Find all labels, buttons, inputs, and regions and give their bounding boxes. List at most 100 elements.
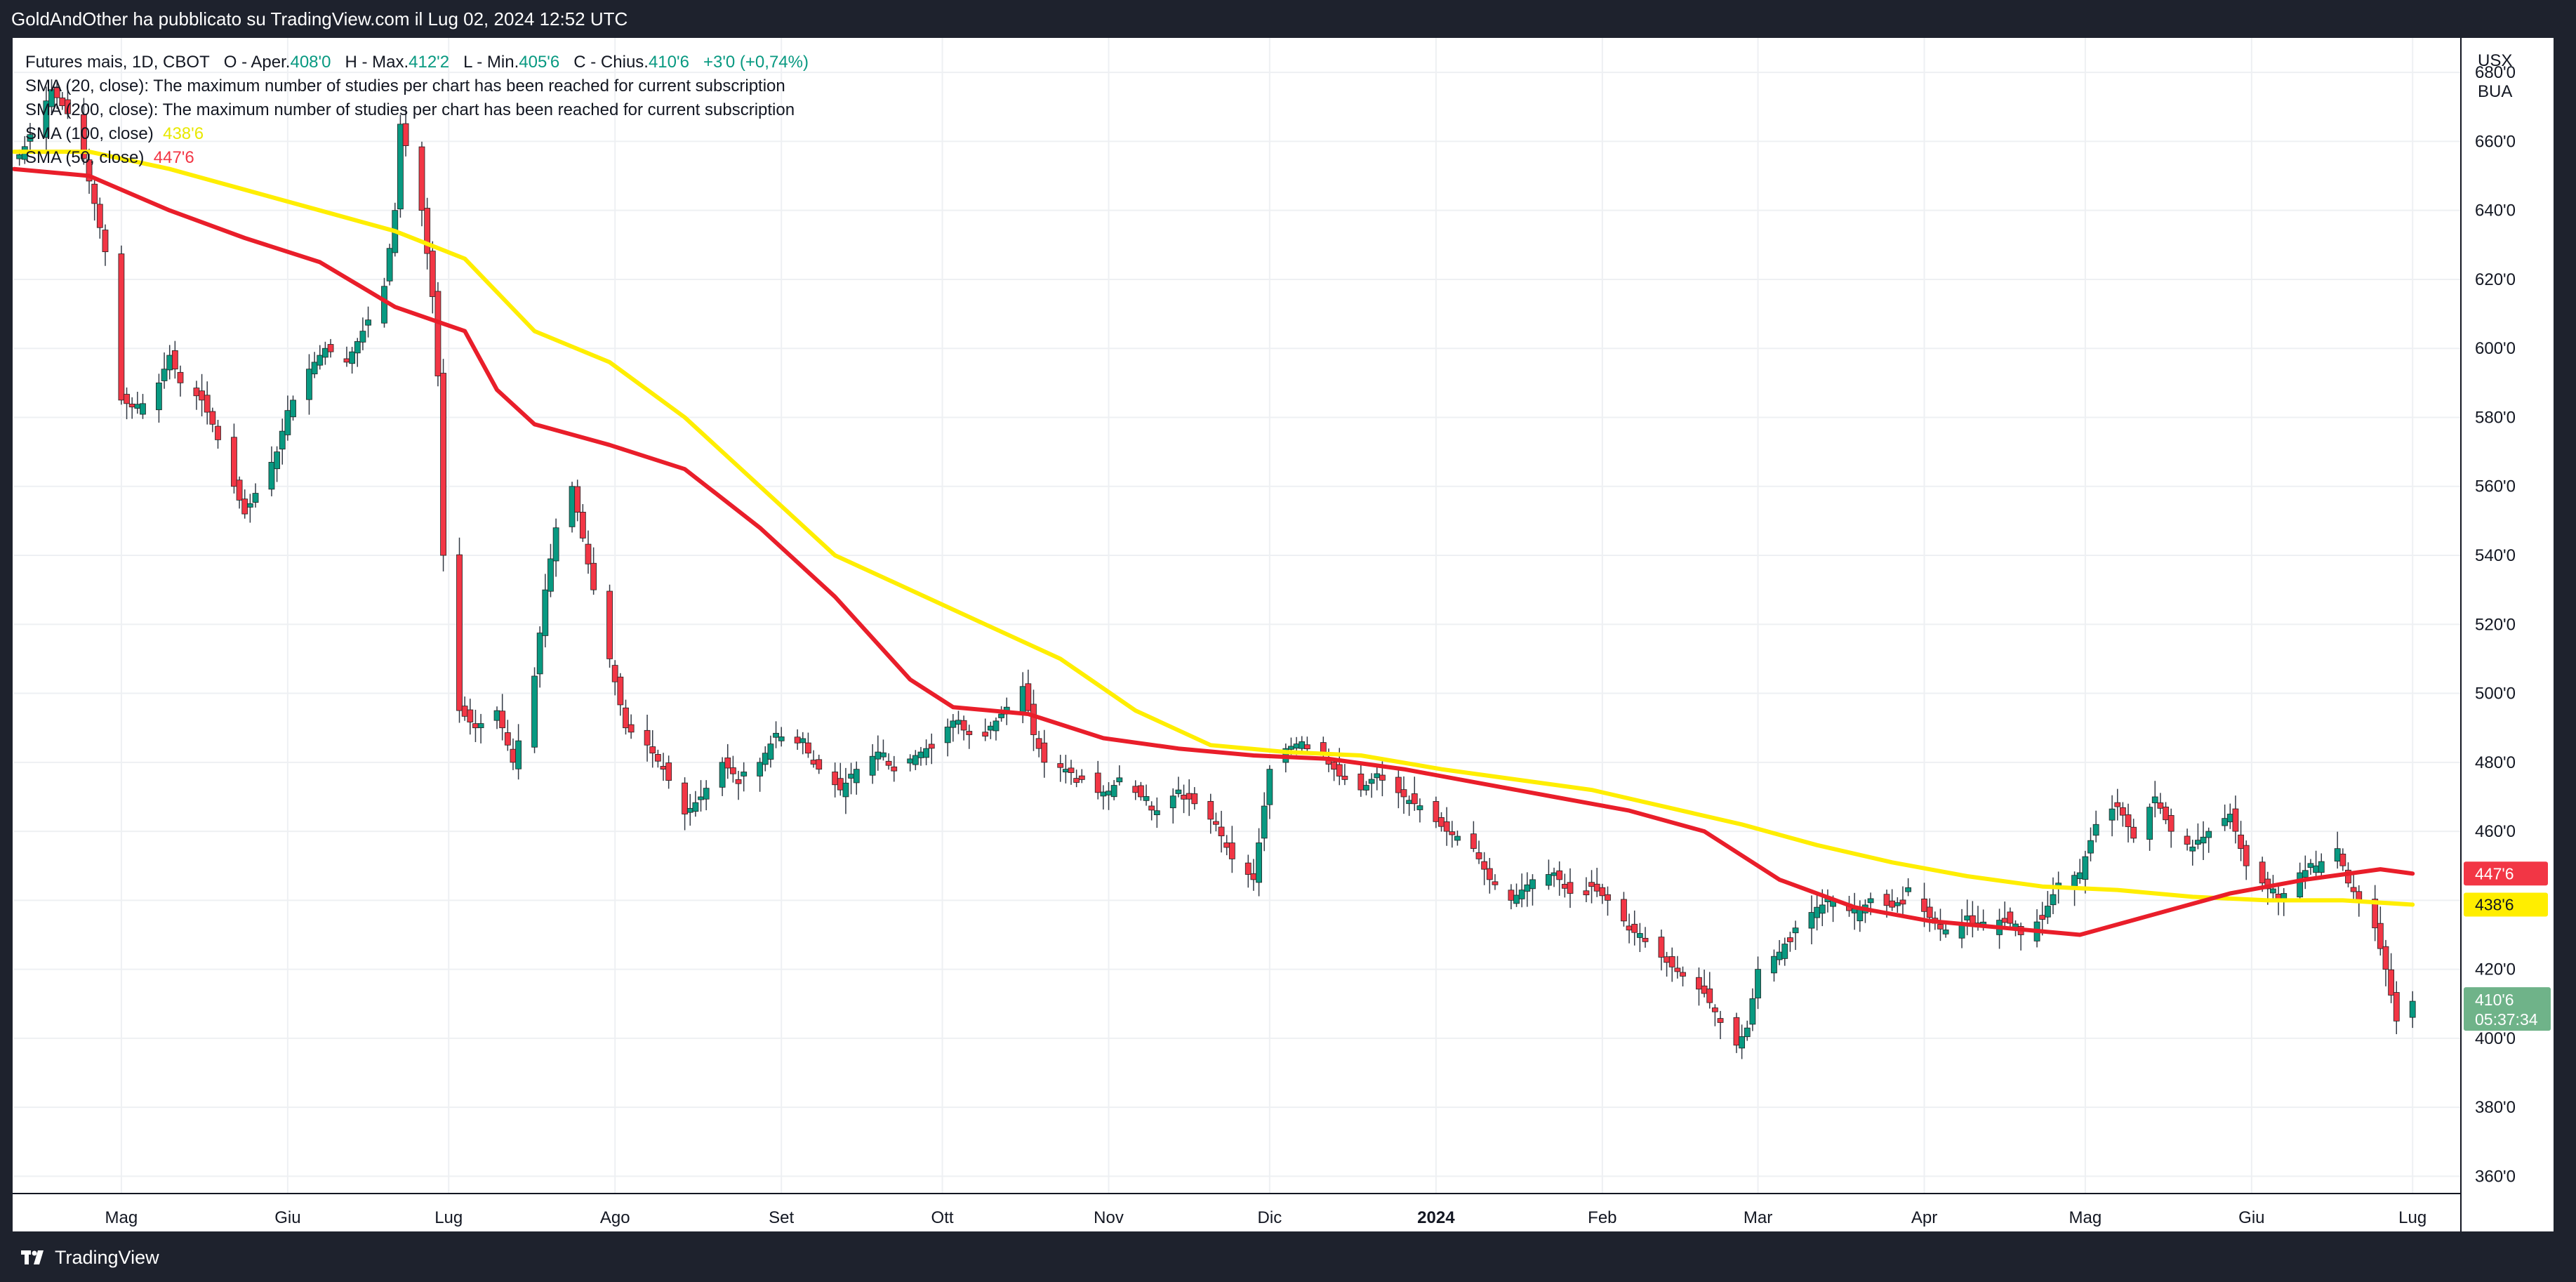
candle-body bbox=[654, 754, 661, 762]
candle-body bbox=[2302, 870, 2309, 878]
candle-body bbox=[236, 480, 243, 501]
candle-body bbox=[1303, 744, 1310, 750]
chart-legend: Futures mais, 1D, CBOT O - Aper.408'0 H … bbox=[25, 51, 1008, 170]
y-tick-label: 460'0 bbox=[2475, 822, 2516, 841]
candle-body bbox=[1025, 683, 1032, 711]
sma100-axis-badge-bg bbox=[2464, 892, 2548, 917]
candle-body bbox=[1636, 933, 1643, 938]
price-axis-bg bbox=[2461, 38, 2554, 1231]
candle-body bbox=[2377, 923, 2384, 949]
candle-body bbox=[43, 100, 50, 138]
candle-body bbox=[1153, 810, 1160, 815]
price-chart[interactable]: 360'0380'0400'0420'0440'0460'0480'0500'0… bbox=[13, 38, 2554, 1231]
candle-body bbox=[1250, 873, 1257, 880]
candle-body bbox=[1905, 887, 1911, 892]
candle-body bbox=[1642, 937, 1649, 942]
candle-body bbox=[1363, 785, 1369, 791]
candle-body bbox=[1357, 773, 1365, 791]
candle-body bbox=[982, 732, 989, 737]
legend-sma200-row[interactable]: SMA (200, close): The maximum number of … bbox=[25, 100, 795, 119]
legend-sma50-row[interactable]: SMA (50, close) 447'6 bbox=[25, 146, 1008, 170]
candle-body bbox=[950, 720, 957, 728]
candle-body bbox=[1556, 870, 1563, 880]
candle-body bbox=[231, 437, 237, 487]
candle-body bbox=[161, 369, 168, 381]
candle-body bbox=[869, 755, 876, 776]
candle-body bbox=[1819, 904, 1826, 914]
y-tick-label: 540'0 bbox=[2475, 546, 2516, 565]
x-tick-label: Lug bbox=[434, 1208, 463, 1227]
candle-body bbox=[735, 779, 742, 784]
candle-body bbox=[343, 358, 350, 363]
candle-body bbox=[2076, 872, 2083, 880]
symbol-label[interactable]: Futures mais, 1D, CBOT bbox=[25, 53, 210, 72]
candle-body bbox=[2205, 831, 2212, 838]
candle-body bbox=[1588, 882, 1595, 887]
candle-body bbox=[724, 758, 731, 769]
candle-body bbox=[778, 736, 785, 741]
candle-body bbox=[1374, 773, 1381, 779]
candle-body bbox=[2167, 815, 2175, 832]
candle-body bbox=[944, 727, 951, 744]
x-tick-label: Ago bbox=[600, 1208, 630, 1227]
candle-body bbox=[2334, 848, 2341, 862]
candle-body bbox=[1475, 852, 1482, 859]
candle-body bbox=[1041, 742, 1048, 763]
candle-body bbox=[1416, 805, 1423, 810]
candle-body bbox=[998, 713, 1005, 718]
candle-body bbox=[1433, 801, 1440, 822]
candle-body bbox=[2007, 911, 2014, 924]
candle-body bbox=[424, 208, 431, 254]
candle-body bbox=[2382, 946, 2389, 970]
candle-body bbox=[1857, 909, 1864, 922]
candle-body bbox=[1567, 882, 1574, 894]
candle-body bbox=[215, 425, 221, 440]
candle-body bbox=[1631, 923, 1638, 933]
candle-body bbox=[611, 665, 618, 682]
candle-body bbox=[2163, 807, 2169, 821]
candle-body bbox=[1771, 956, 1777, 974]
low-value: 405'6 bbox=[519, 53, 560, 72]
axes: 360'0380'0400'0420'0440'0460'0480'0500'0… bbox=[13, 38, 2554, 1231]
axis-badges: 447'6 438'6 410'605:37:34 bbox=[2464, 861, 2551, 1031]
x-tick-label: Giu bbox=[2238, 1208, 2264, 1227]
candle-body bbox=[1674, 967, 1681, 972]
candle-body bbox=[1299, 741, 1306, 749]
candle-body bbox=[199, 390, 205, 401]
candle-body bbox=[1776, 951, 1783, 960]
candle-body bbox=[429, 251, 436, 297]
candle-body bbox=[477, 723, 484, 729]
candle-body bbox=[1787, 937, 1793, 942]
candle-body bbox=[2222, 818, 2229, 826]
candle-body bbox=[1926, 906, 1933, 918]
legend-sma100-row[interactable]: SMA (100, close) 438'6 bbox=[25, 122, 1008, 146]
candle-body bbox=[2195, 840, 2201, 845]
legend-sma20-row[interactable]: SMA (20, close): The maximum number of s… bbox=[25, 77, 785, 95]
tradingview-logo[interactable]: TradingView bbox=[21, 1247, 159, 1268]
candle-body bbox=[1175, 789, 1182, 794]
chart-panel[interactable]: 360'0380'0400'0420'0440'0460'0480'0500'0… bbox=[13, 38, 2554, 1231]
candle-body bbox=[692, 802, 699, 812]
candle-body bbox=[2039, 915, 2046, 920]
sma50-value: 447'6 bbox=[153, 148, 194, 167]
candle-body bbox=[1169, 795, 1176, 809]
candle-body bbox=[241, 498, 248, 515]
candle-body bbox=[686, 807, 693, 813]
x-tick-label: Mag bbox=[2069, 1208, 2102, 1227]
y-tick-label: 620'0 bbox=[2475, 270, 2516, 289]
candle-body bbox=[1894, 902, 1901, 906]
candle-body bbox=[1266, 769, 1273, 805]
candle-body bbox=[703, 788, 710, 800]
candle-body bbox=[1400, 789, 1407, 798]
candle-body bbox=[209, 411, 216, 425]
open-value: 408'0 bbox=[290, 53, 331, 72]
x-tick-label: Dic bbox=[1258, 1208, 1282, 1227]
candle-body bbox=[1406, 800, 1413, 805]
candle-body bbox=[1181, 795, 1187, 800]
candle-body bbox=[1899, 899, 1906, 905]
candle-body bbox=[1749, 998, 1756, 1025]
candle-body bbox=[461, 706, 468, 717]
candle-body bbox=[682, 782, 688, 814]
publisher-caption: GoldAndOther ha pubblicato su TradingVie… bbox=[11, 8, 628, 29]
candle-body bbox=[140, 403, 146, 415]
